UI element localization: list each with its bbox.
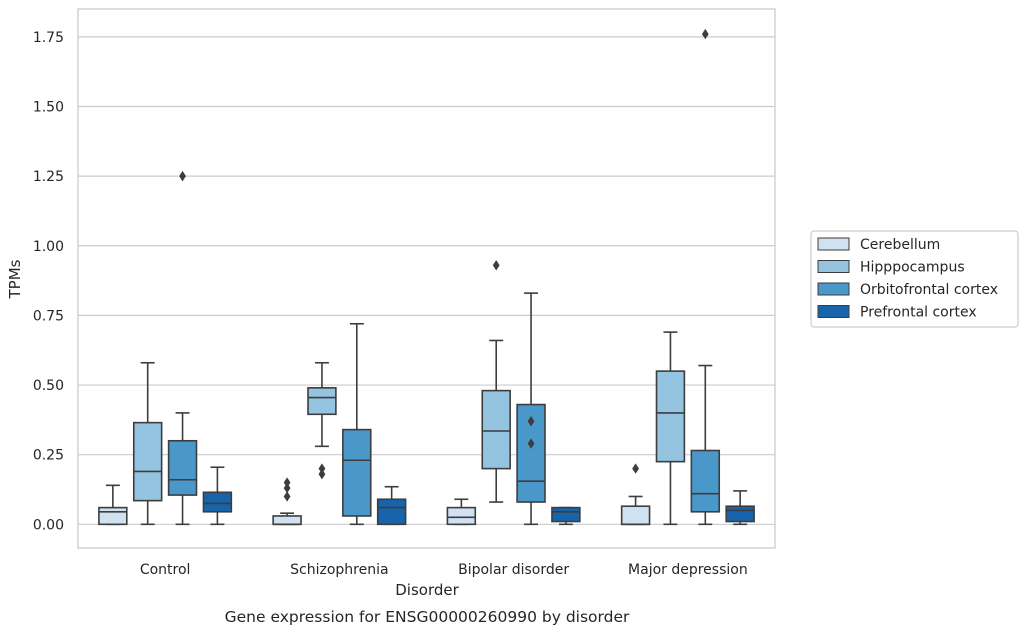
legend-label: Hipppocampus xyxy=(860,260,965,276)
outlier-point xyxy=(283,477,291,488)
box-hipppocampus xyxy=(132,361,163,526)
y-tick-label: 1.25 xyxy=(33,169,64,185)
box-prefrontal-cortex xyxy=(376,485,407,526)
y-tick-label: 1.75 xyxy=(33,30,64,46)
legend-label: Cerebellum xyxy=(860,237,940,253)
box-hipppocampus xyxy=(307,361,337,480)
outlier-point xyxy=(179,170,186,182)
outlier-point xyxy=(527,438,535,449)
iqr-box xyxy=(481,389,511,470)
box-prefrontal-cortex xyxy=(725,490,755,526)
outlier-point xyxy=(492,260,500,271)
iqr-box xyxy=(307,387,337,416)
iqr-box xyxy=(620,505,651,526)
box-prefrontal-cortex xyxy=(202,466,233,526)
x-tick-label: Schizophrenia xyxy=(290,562,388,578)
y-axis-label: TPMs xyxy=(6,259,24,299)
box-cerebellum xyxy=(98,484,128,526)
box-orbitofrontal-cortex xyxy=(690,28,721,526)
outlier-point xyxy=(701,28,709,40)
box-hipppocampus xyxy=(481,260,511,503)
box-hipppocampus xyxy=(655,331,686,526)
iqr-box xyxy=(551,506,581,523)
box-orbitofrontal-cortex xyxy=(342,322,372,526)
legend-swatch xyxy=(817,305,850,318)
outlier-point xyxy=(318,463,326,474)
box-orbitofrontal-cortex xyxy=(167,170,198,526)
iqr-box xyxy=(202,491,233,513)
y-tick-label: 1.50 xyxy=(33,99,64,115)
y-tick-label: 0.75 xyxy=(33,308,64,324)
figure-caption: Gene expression for ENSG00000260990 by d… xyxy=(225,608,630,626)
x-tick-label: Control xyxy=(140,562,191,578)
y-tick-label: 0.25 xyxy=(33,448,64,464)
legend-swatch xyxy=(817,260,850,273)
y-tick-labels: 0.00 0.25 0.50 0.75 1.00 1.25 1.50 1.75 xyxy=(33,30,64,533)
outlier-point xyxy=(283,482,291,494)
box-cerebellum xyxy=(272,477,302,526)
y-tick-label: 0.50 xyxy=(33,378,64,394)
legend-swatch xyxy=(817,237,850,251)
x-tick-label: Bipolar disorder xyxy=(458,562,569,578)
box-groups xyxy=(98,28,755,526)
iqr-box xyxy=(655,370,686,463)
iqr-box xyxy=(342,428,372,517)
iqr-box xyxy=(132,421,163,502)
outlier-point xyxy=(632,463,639,474)
x-tick-label: Major depression xyxy=(628,562,748,578)
iqr-box xyxy=(376,498,407,526)
y-tick-label: 1.00 xyxy=(33,239,64,255)
iqr-box xyxy=(272,515,302,526)
box-cerebellum xyxy=(620,463,651,526)
iqr-box xyxy=(98,506,128,526)
plot-frame xyxy=(77,8,776,549)
iqr-box xyxy=(167,439,198,496)
box-prefrontal-cortex xyxy=(551,506,581,526)
iqr-box xyxy=(725,505,755,523)
iqr-box xyxy=(446,506,477,526)
outlier-point xyxy=(318,468,326,480)
legend: Cerebellum Hipppocampus Orbitofrontal cort… xyxy=(810,230,1019,328)
outlier-point xyxy=(283,491,291,502)
box-cerebellum xyxy=(446,498,477,526)
legend-box xyxy=(810,230,1019,328)
iqr-box xyxy=(690,449,721,513)
legend-label: Prefrontal cortex xyxy=(860,305,977,321)
legend-swatch xyxy=(817,282,850,296)
outlier-point xyxy=(527,416,535,427)
legend-label: Orbitofrontal cortex xyxy=(860,282,998,298)
x-tick-labels: Control Schizophrenia Bipolar disorder Majo… xyxy=(140,562,748,578)
x-axis-label: Disorder xyxy=(395,581,459,599)
box-orbitofrontal-cortex xyxy=(516,292,546,526)
y-tick-label: 0.00 xyxy=(33,517,64,533)
